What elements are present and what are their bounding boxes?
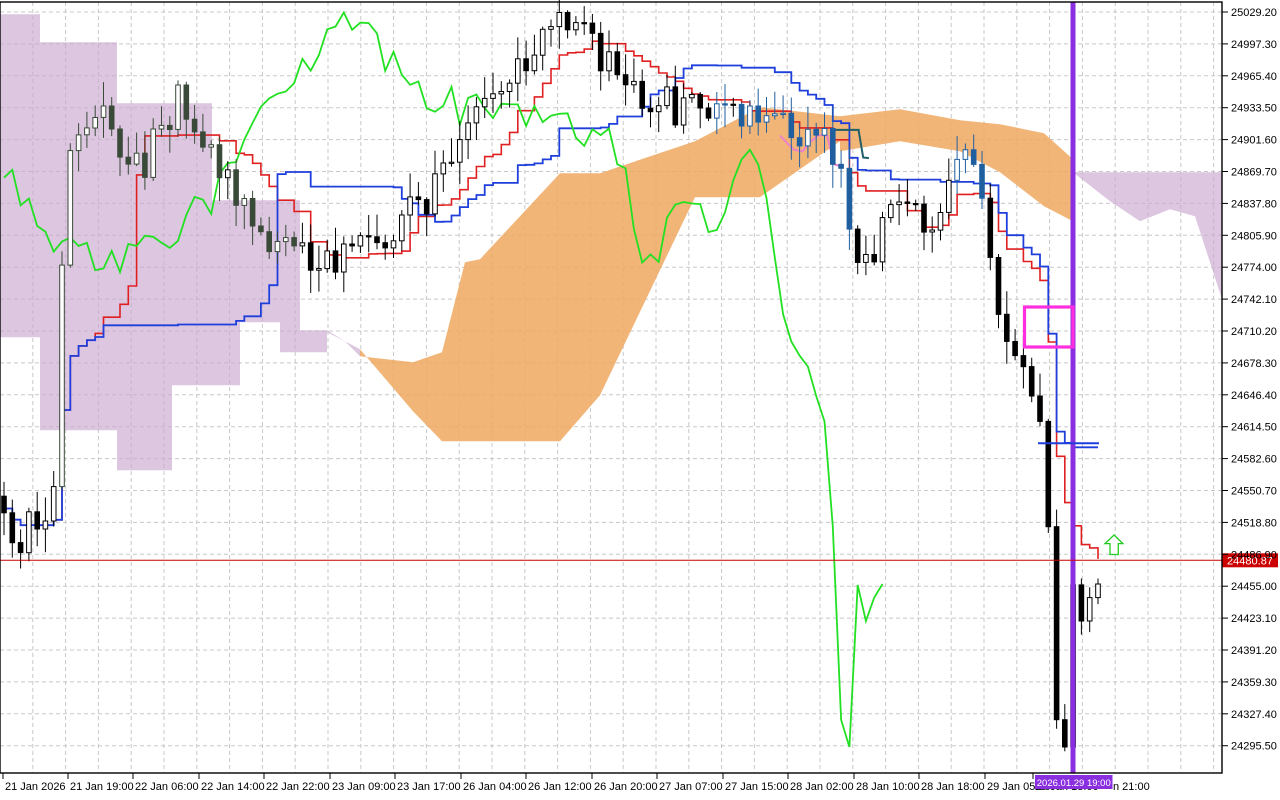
svg-text:27 Jan 07:00: 27 Jan 07:00 bbox=[659, 781, 723, 793]
svg-text:23 Jan 09:00: 23 Jan 09:00 bbox=[332, 781, 396, 793]
svg-text:26 Jan 12:00: 26 Jan 12:00 bbox=[528, 781, 592, 793]
svg-text:24997.30: 24997.30 bbox=[1231, 39, 1277, 51]
svg-text:22 Jan 14:00: 22 Jan 14:00 bbox=[201, 781, 265, 793]
svg-text:28 Jan 18:00: 28 Jan 18:00 bbox=[921, 781, 985, 793]
svg-text:24486.90: 24486.90 bbox=[1231, 549, 1277, 561]
svg-text:21 Jan 2026: 21 Jan 2026 bbox=[5, 781, 66, 793]
svg-text:24869.70: 24869.70 bbox=[1231, 167, 1277, 179]
svg-text:24359.30: 24359.30 bbox=[1231, 677, 1277, 689]
svg-text:22 Jan 06:00: 22 Jan 06:00 bbox=[135, 781, 199, 793]
svg-text:24901.60: 24901.60 bbox=[1231, 135, 1277, 147]
svg-text:24774.00: 24774.00 bbox=[1231, 262, 1277, 274]
svg-text:24646.40: 24646.40 bbox=[1231, 390, 1277, 402]
svg-text:24933.50: 24933.50 bbox=[1231, 103, 1277, 115]
svg-text:2026.01.29 19:00: 2026.01.29 19:00 bbox=[1037, 778, 1111, 789]
svg-text:24295.50: 24295.50 bbox=[1231, 741, 1277, 753]
svg-text:26 Jan 20:00: 26 Jan 20:00 bbox=[594, 781, 658, 793]
svg-text:24965.40: 24965.40 bbox=[1231, 71, 1277, 83]
svg-text:24805.90: 24805.90 bbox=[1231, 230, 1277, 242]
svg-text:24837.80: 24837.80 bbox=[1231, 198, 1277, 210]
svg-text:28 Jan 02:00: 28 Jan 02:00 bbox=[790, 781, 854, 793]
svg-text:25029.20: 25029.20 bbox=[1231, 7, 1277, 19]
svg-text:22 Jan 22:00: 22 Jan 22:00 bbox=[266, 781, 330, 793]
svg-text:n 21:00: n 21:00 bbox=[1113, 781, 1150, 793]
svg-text:24327.40: 24327.40 bbox=[1231, 709, 1277, 721]
svg-text:24518.80: 24518.80 bbox=[1231, 517, 1277, 529]
svg-text:28 Jan 10:00: 28 Jan 10:00 bbox=[856, 781, 920, 793]
svg-text:26 Jan 04:00: 26 Jan 04:00 bbox=[463, 781, 527, 793]
svg-text:24391.20: 24391.20 bbox=[1231, 645, 1277, 657]
svg-text:24582.60: 24582.60 bbox=[1231, 454, 1277, 466]
svg-text:23 Jan 17:00: 23 Jan 17:00 bbox=[397, 781, 461, 793]
svg-text:24455.00: 24455.00 bbox=[1231, 581, 1277, 593]
svg-text:24423.10: 24423.10 bbox=[1231, 613, 1277, 625]
svg-text:24614.50: 24614.50 bbox=[1231, 422, 1277, 434]
svg-text:21 Jan 19:00: 21 Jan 19:00 bbox=[70, 781, 134, 793]
svg-text:24550.70: 24550.70 bbox=[1231, 486, 1277, 498]
svg-text:27 Jan 15:00: 27 Jan 15:00 bbox=[725, 781, 789, 793]
svg-text:24742.10: 24742.10 bbox=[1231, 294, 1277, 306]
svg-text:24678.30: 24678.30 bbox=[1231, 358, 1277, 370]
svg-text:24710.20: 24710.20 bbox=[1231, 326, 1277, 338]
